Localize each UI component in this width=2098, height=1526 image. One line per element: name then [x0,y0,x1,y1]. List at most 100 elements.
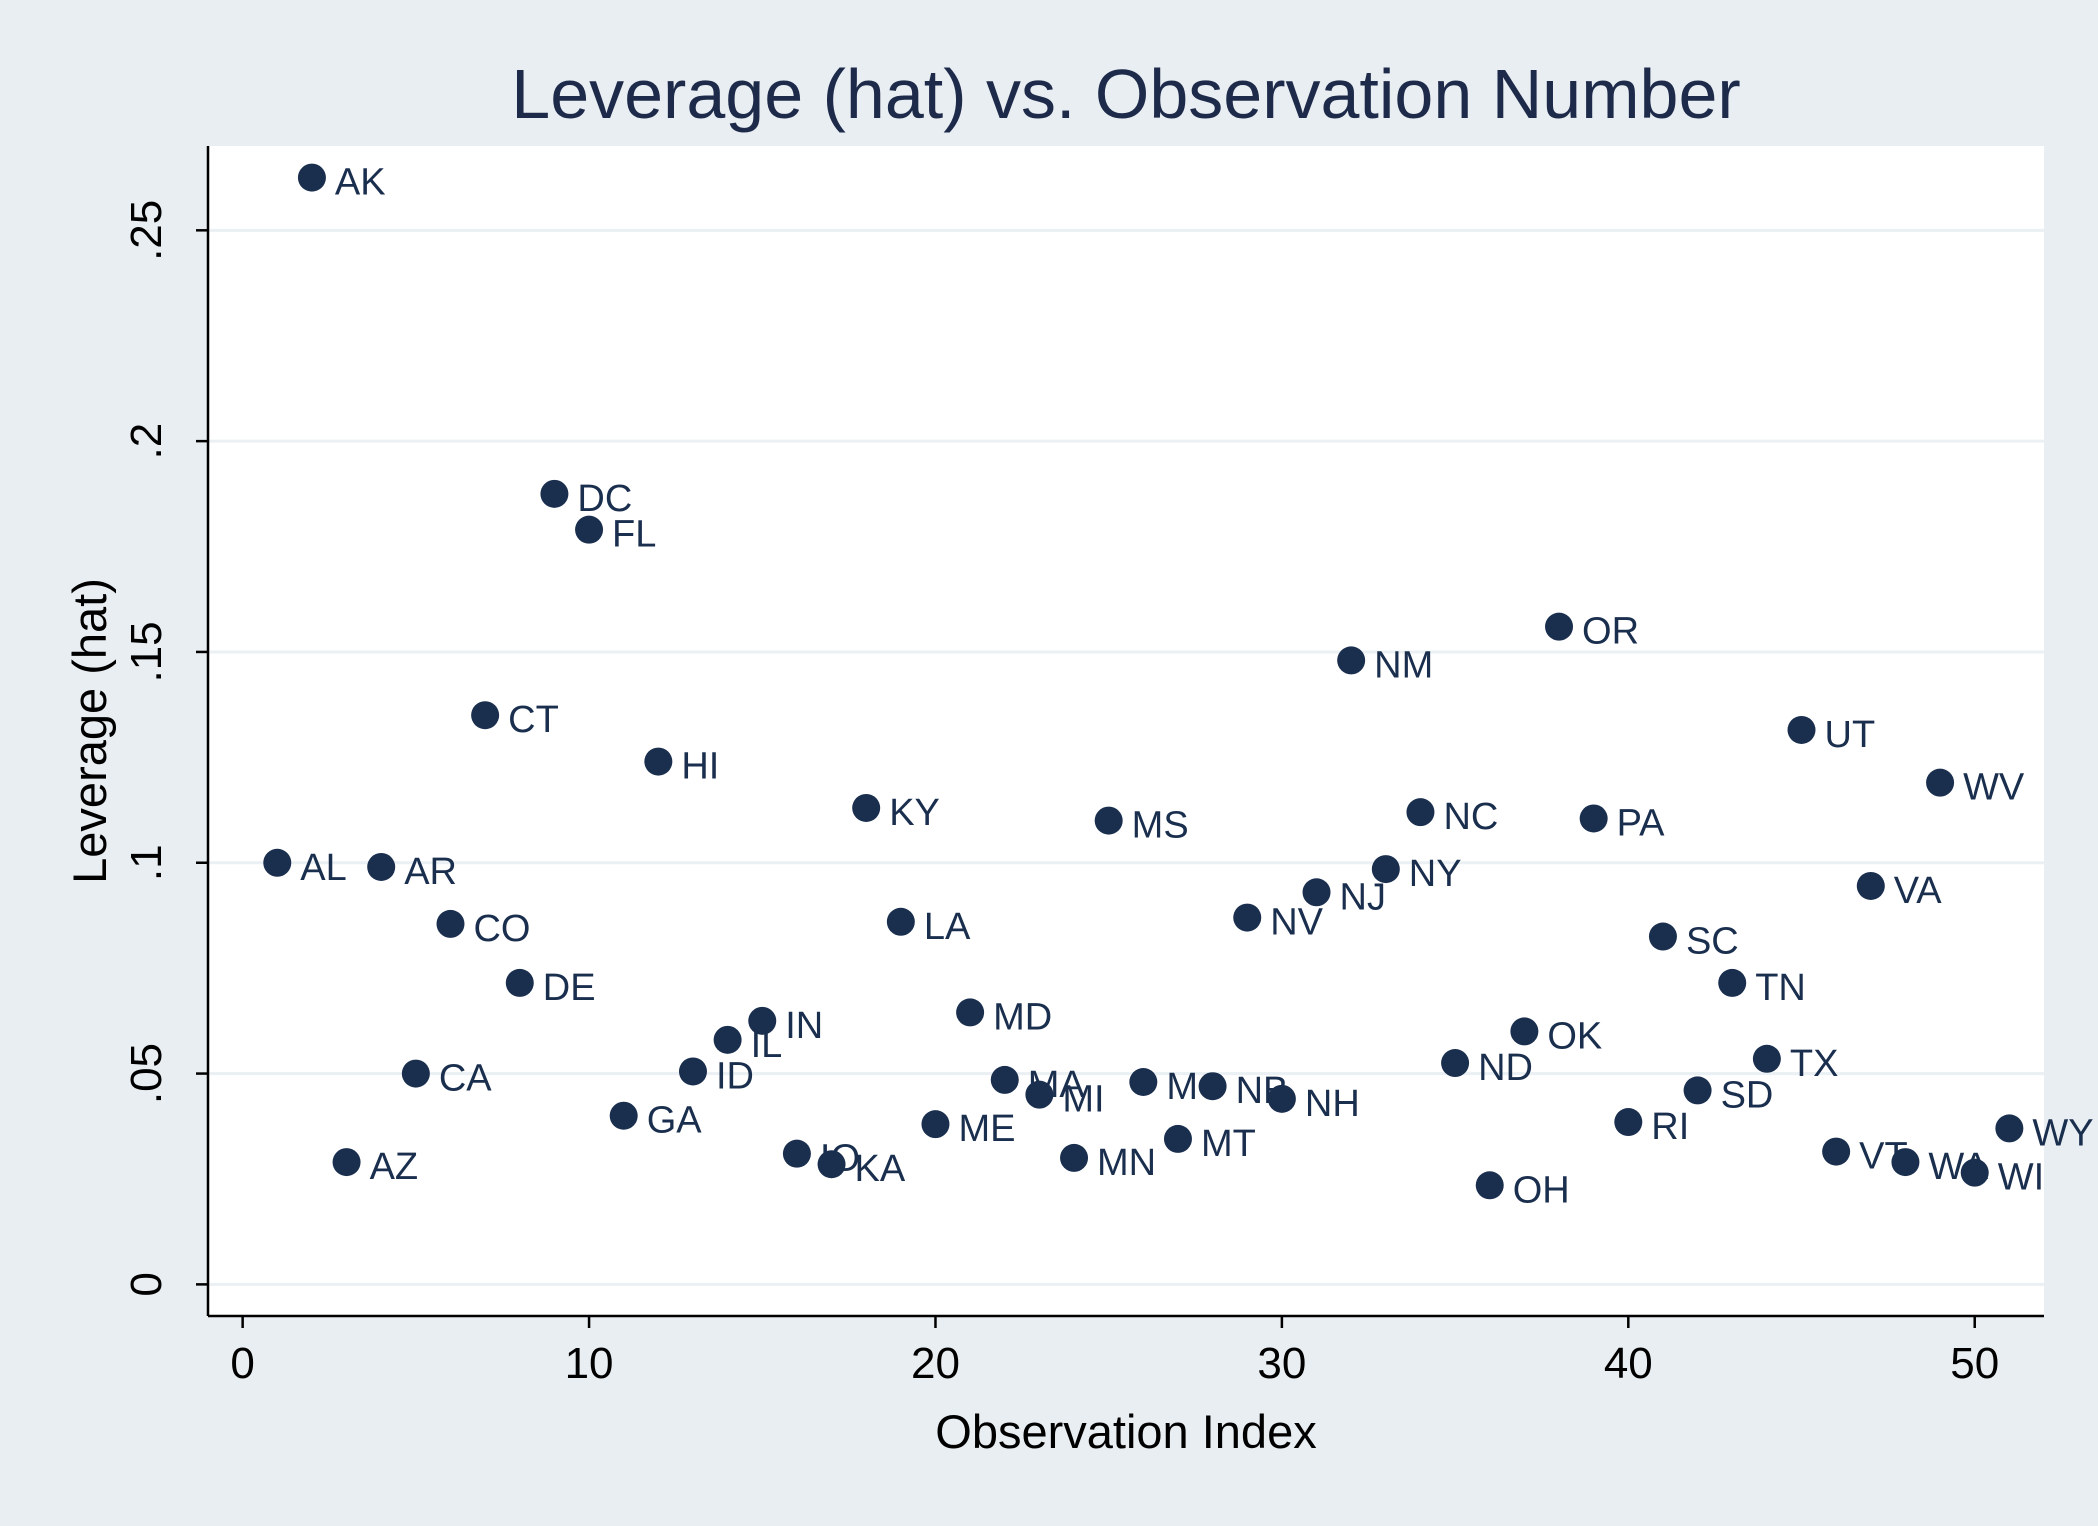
data-point [1510,1017,1539,1046]
data-point-label: ID [716,1055,754,1097]
data-point [1302,878,1331,907]
y-axis-ticks: 0 .05 .1 .15 .2 .25 [122,200,208,1297]
data-point-label: NC [1443,796,1498,838]
data-point [1060,1143,1089,1172]
data-point [713,1025,742,1054]
y-axis-title: Leverage (hat) [63,578,116,884]
data-point [921,1110,950,1139]
data-point-label: DE [543,967,596,1009]
x-tick-label: 40 [1604,1339,1653,1388]
data-point-label: WY [2032,1112,2093,1154]
data-point-label: NM [1374,644,1433,686]
data-point [748,1006,777,1035]
x-tick-label: 10 [565,1339,614,1388]
y-tick-label: .15 [122,621,171,682]
data-point-label: OK [1547,1015,1602,1057]
data-point [1545,612,1574,641]
data-point [1822,1137,1851,1166]
chart-title: Leverage (hat) vs. Observation Number [511,55,1740,133]
data-points: ALAKAZARCACOCTDEDCFLGAHIIDILINIOKAKYLAME… [263,162,2094,1211]
data-point [401,1059,430,1088]
data-point [609,1101,638,1130]
data-point-label: MI [1062,1079,1104,1121]
data-point [1198,1072,1227,1101]
data-point [436,909,465,938]
data-point [1371,855,1400,884]
data-point [367,852,396,881]
data-point [678,1057,707,1086]
data-point [1129,1068,1158,1096]
data-point-label: AZ [370,1146,419,1188]
data-point [1648,922,1677,951]
data-point-label: WV [1963,767,2025,809]
data-point [1926,768,1955,797]
data-point [1406,798,1435,827]
x-tick-label: 50 [1950,1339,1999,1388]
data-point-label: SC [1686,921,1739,963]
data-point [1025,1080,1054,1109]
x-axis-title: Observation Index [935,1405,1316,1458]
data-point-label: AK [335,162,386,204]
x-axis-ticks: 0 10 20 30 40 50 [230,1316,1999,1388]
data-point [1337,646,1366,675]
data-point [886,907,915,936]
data-point-label: OR [1582,611,1639,653]
data-point [1233,903,1262,932]
data-point [1787,715,1816,744]
data-point [505,968,534,997]
data-point-label: NH [1305,1083,1360,1125]
data-point [852,793,881,822]
data-point [1579,804,1608,833]
x-tick-label: 0 [230,1339,254,1388]
data-point [1475,1171,1504,1200]
data-point-label: GA [647,1100,703,1142]
data-point [956,998,985,1027]
data-point [1718,968,1747,997]
data-point [263,848,292,877]
data-point [782,1139,811,1168]
data-point [575,515,604,544]
data-point [332,1148,361,1177]
data-point [1683,1076,1712,1105]
y-tick-label: .2 [122,423,171,460]
data-point-label: MS [1132,805,1189,847]
data-point-label: MD [993,996,1052,1038]
data-point-label: KA [855,1148,906,1190]
data-point-label: KY [889,792,940,834]
data-point-label: NV [1270,902,1323,944]
data-point-label: ND [1478,1047,1533,1089]
data-point-label: LA [924,906,971,948]
data-point [297,163,326,192]
data-point-label: VA [1894,870,1943,912]
data-point-label: TX [1790,1043,1839,1085]
data-point-label: AL [300,847,346,889]
data-point-label: WI [1998,1157,2044,1199]
data-point-label: NJ [1340,876,1386,918]
data-point [990,1065,1019,1094]
data-point-label: UT [1825,714,1876,756]
data-point [1614,1108,1643,1137]
data-point [1960,1158,1989,1187]
data-point [1856,871,1885,900]
data-point-label: DC [577,478,632,520]
data-point-label: MN [1097,1142,1156,1184]
data-point-label: SD [1721,1074,1774,1116]
x-tick-label: 30 [1257,1339,1306,1388]
data-point-label: AR [404,851,457,893]
data-point-label: CT [508,699,559,741]
data-point [471,701,500,730]
data-point [1163,1124,1192,1153]
data-point-label: NY [1409,853,1462,895]
data-point-label: OH [1513,1169,1570,1211]
data-point [1995,1114,2024,1143]
data-point [540,479,569,508]
data-point [1752,1044,1781,1073]
y-tick-label: .05 [122,1043,171,1104]
data-point-label: FL [612,514,656,556]
axes [206,146,2044,1318]
data-point [644,747,673,776]
data-point [1441,1049,1470,1078]
data-point-label: ME [958,1108,1015,1150]
data-point-label: IN [785,1005,823,1047]
